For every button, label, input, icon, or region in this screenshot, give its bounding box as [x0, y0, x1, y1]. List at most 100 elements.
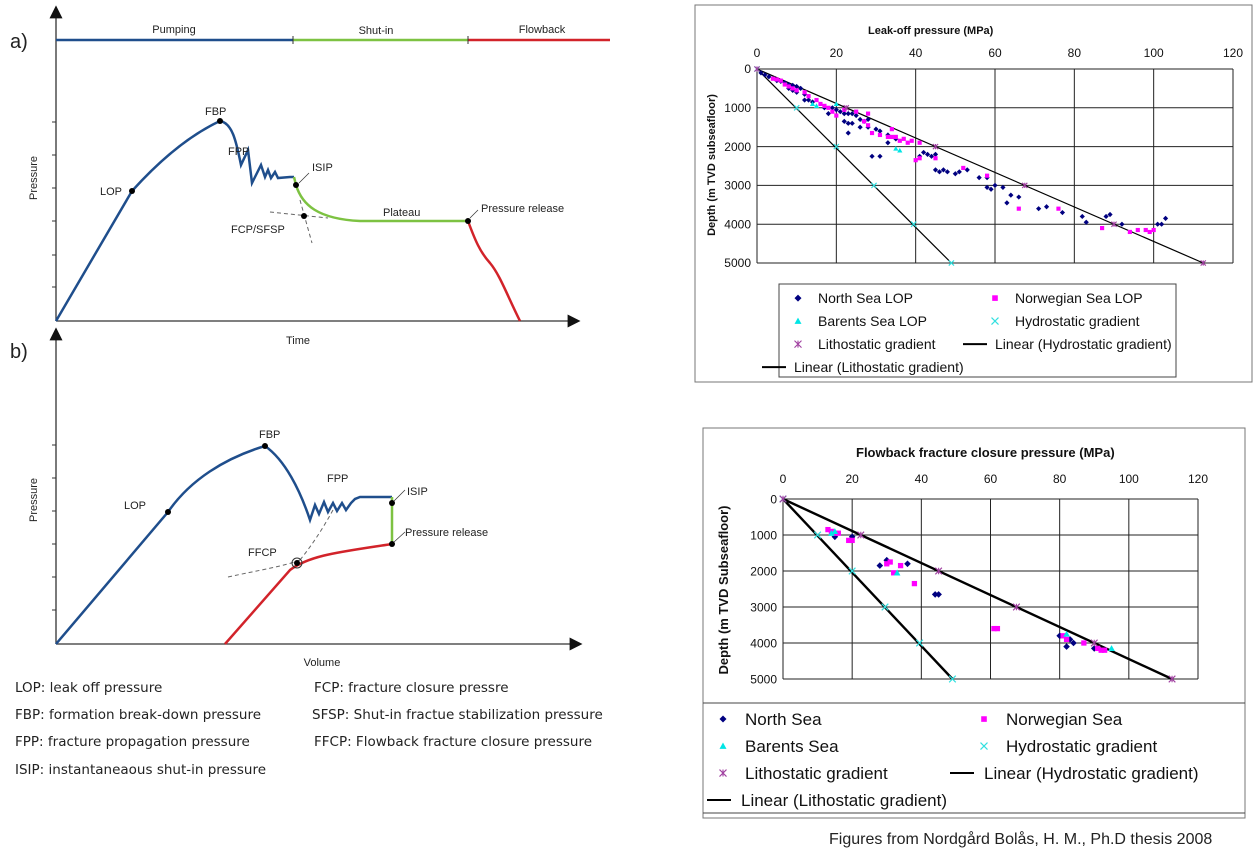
data-point	[828, 529, 835, 536]
definition-fpp: FPP: fracture propagation pressure	[15, 734, 250, 750]
y-tick-label: 0	[744, 62, 751, 76]
data-point	[932, 143, 939, 150]
legend-label: Linear (Lithostatic gradient)	[794, 359, 964, 375]
data-point	[932, 151, 939, 157]
legend-marker	[980, 742, 988, 750]
data-point	[1108, 645, 1115, 652]
data-point	[893, 134, 898, 139]
data-point	[813, 531, 822, 539]
data-point	[841, 118, 847, 124]
data-point	[961, 165, 966, 171]
data-point	[885, 134, 890, 139]
data-point	[762, 72, 768, 78]
data-point	[809, 101, 816, 106]
data-point	[822, 103, 827, 108]
data-point	[1162, 215, 1169, 221]
tangent-lines	[227, 509, 334, 578]
series-lithostatic-gradient	[754, 66, 1207, 266]
y-tick-label: 4000	[724, 217, 751, 231]
label-isip: ISIP	[312, 162, 333, 174]
data-point	[818, 101, 823, 106]
series-barents-sea-lop	[809, 101, 903, 153]
data-point	[1107, 211, 1113, 218]
data-point	[915, 639, 924, 647]
data-point	[893, 569, 901, 576]
data-point	[1147, 229, 1152, 235]
panel-label-a: a)	[10, 31, 28, 53]
legend-label: Linear (Hydrostatic gradient)	[984, 764, 1198, 783]
data-point	[846, 537, 852, 544]
data-point	[829, 105, 835, 111]
data-point	[845, 120, 851, 126]
data-point	[889, 127, 894, 132]
data-point	[901, 136, 906, 141]
data-point	[806, 94, 811, 99]
data-point	[924, 151, 931, 157]
label-pressure-release: Pressure release	[481, 203, 564, 215]
data-point	[1143, 227, 1148, 233]
x-tick-label: 40	[915, 472, 929, 486]
data-point	[992, 182, 998, 188]
data-point	[1083, 219, 1089, 225]
tangent-lines	[269, 199, 329, 244]
data-point	[1090, 639, 1098, 647]
label-isip: ISIP	[407, 486, 428, 498]
series-barents-sea	[828, 528, 1115, 652]
flowback-closure-pressure-chart: Flowback fracture closure pressure (MPa)…	[702, 427, 1246, 819]
data-point	[841, 111, 847, 117]
legend-marker	[794, 340, 802, 348]
y-tick-label: 3000	[724, 179, 751, 193]
legend-label: Barents Sea	[745, 737, 839, 756]
label-fcp-sfsp: FCP/SFSP	[231, 224, 285, 236]
data-point	[857, 124, 863, 130]
data-point	[933, 156, 938, 161]
legend-label: Norwegian Sea	[1006, 710, 1123, 729]
data-point	[905, 140, 910, 145]
leak-off-pressure-chart: Leak-off pressure (MPa) Depth (m TVD sub…	[694, 4, 1253, 383]
chart-title: Flowback fracture closure pressure (MPa)	[856, 445, 1115, 460]
data-point	[877, 128, 883, 134]
data-point	[1159, 221, 1165, 227]
legend-marker	[794, 317, 802, 324]
data-point	[766, 74, 772, 80]
legend-marker	[981, 716, 987, 722]
data-point	[798, 85, 804, 91]
legend-marker	[991, 317, 999, 326]
data-point	[1135, 227, 1140, 233]
y-axis-label: Depth (m TVD subseafloor)	[706, 94, 718, 236]
shutin-curve	[292, 176, 468, 223]
data-point	[931, 591, 939, 598]
legend-marker	[992, 295, 998, 301]
data-point	[913, 158, 918, 163]
data-point	[854, 109, 859, 114]
legend-marker	[794, 294, 802, 302]
data-point	[976, 175, 982, 181]
panel-label-b: b)	[10, 341, 28, 363]
data-point	[1070, 639, 1077, 647]
data-point	[814, 97, 819, 103]
legend-label: Hydrostatic gradient	[1015, 313, 1140, 329]
definition-fcp: FCP: fracture closure pressre	[314, 680, 509, 696]
x-tick-label: 80	[1053, 472, 1067, 486]
legend	[778, 283, 1177, 378]
data-point	[849, 537, 855, 544]
data-point	[1016, 206, 1021, 211]
data-point	[1103, 213, 1109, 220]
data-point	[831, 528, 839, 535]
y-axis-label: Pressure	[28, 478, 40, 522]
data-point	[869, 153, 875, 159]
data-point	[825, 111, 831, 117]
data-point	[948, 259, 955, 267]
data-point	[865, 123, 871, 128]
data-point	[873, 126, 879, 132]
y-tick-label: 5000	[750, 673, 777, 687]
data-point	[934, 567, 943, 575]
y-tick-label: 5000	[724, 256, 751, 270]
data-point	[991, 625, 997, 632]
data-point	[1100, 226, 1105, 231]
data-point	[952, 171, 958, 177]
data-point	[887, 559, 893, 565]
label-fbp: FBP	[259, 429, 280, 441]
data-point	[802, 90, 807, 95]
data-point	[834, 113, 839, 118]
